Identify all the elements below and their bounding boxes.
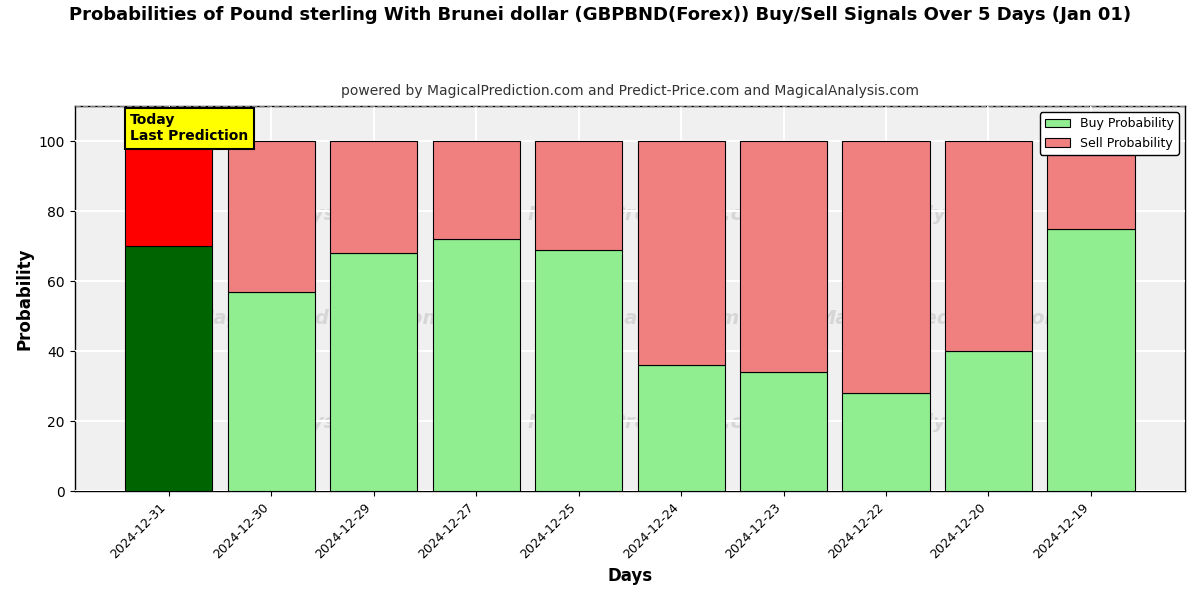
Text: Today
Last Prediction: Today Last Prediction (131, 113, 248, 143)
Bar (1048, 141, 1134, 229)
Legend: Buy Probability, Sell Probability: Buy Probability, Sell Probability (1040, 112, 1178, 155)
Bar (637, 141, 725, 365)
Bar (944, 141, 1032, 352)
Bar (330, 141, 418, 253)
Bar (330, 253, 418, 491)
Bar (228, 141, 314, 292)
Bar (432, 239, 520, 491)
Bar (125, 141, 212, 246)
Text: calAnalysis.com: calAnalysis.com (232, 205, 407, 224)
Text: calAnalysis.com: calAnalysis.com (853, 413, 1028, 431)
Text: calAnalysis.com: calAnalysis.com (853, 205, 1028, 224)
Bar (432, 141, 520, 239)
Bar (842, 141, 930, 394)
Text: MagicalPrediction.com: MagicalPrediction.com (816, 308, 1066, 328)
Text: Probabilities of Pound sterling With Brunei dollar (GBPBND(Forex)) Buy/Sell Sign: Probabilities of Pound sterling With Bru… (68, 6, 1132, 24)
Bar (125, 246, 212, 491)
Text: calAnalysis.com: calAnalysis.com (564, 308, 739, 328)
Bar (535, 250, 622, 491)
Bar (1048, 229, 1134, 491)
Bar (637, 365, 725, 491)
Text: MagicalPrediction.com: MagicalPrediction.com (528, 413, 776, 431)
Bar (740, 373, 827, 491)
Bar (535, 141, 622, 250)
Y-axis label: Probability: Probability (16, 248, 34, 350)
Text: MagicalPrediction.com: MagicalPrediction.com (194, 308, 443, 328)
Title: powered by MagicalPrediction.com and Predict-Price.com and MagicalAnalysis.com: powered by MagicalPrediction.com and Pre… (341, 84, 919, 98)
X-axis label: Days: Days (607, 567, 653, 585)
Bar (228, 292, 314, 491)
Bar (740, 141, 827, 373)
Bar (842, 394, 930, 491)
Text: calAnalysis.com: calAnalysis.com (232, 413, 407, 431)
Bar (944, 352, 1032, 491)
Text: MagicalPrediction.com: MagicalPrediction.com (528, 205, 776, 224)
